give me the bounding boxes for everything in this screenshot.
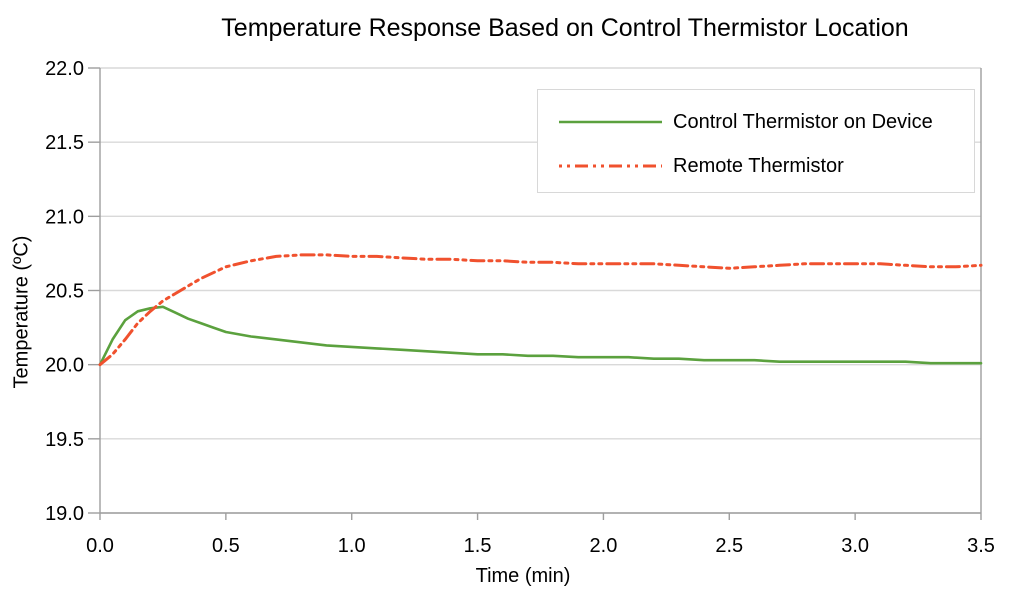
x-tick-label: 1.0	[338, 535, 366, 557]
x-axis-title: Time (min)	[475, 565, 571, 587]
legend-label-remote: Remote Thermistor	[673, 154, 844, 177]
chart-title: Temperature Response Based on Control Th…	[221, 14, 909, 42]
x-tick-label: 3.0	[841, 535, 869, 557]
x-tick-label: 0.5	[212, 535, 240, 557]
series-line-control	[98, 305, 983, 367]
y-tick-label: 21.5	[45, 132, 84, 154]
y-tick-label: 20.5	[45, 281, 84, 303]
legend-label-control: Control Thermistor on Device	[673, 110, 933, 133]
y-tick-label: 20.0	[45, 355, 84, 377]
y-tick-label: 19.0	[45, 503, 84, 525]
y-tick-label: 21.0	[45, 206, 84, 228]
x-tick-label: 0.0	[86, 535, 114, 557]
x-tick-label: 2.5	[715, 535, 743, 557]
y-tick-label: 19.5	[45, 429, 84, 451]
x-tick-label: 3.5	[967, 535, 995, 557]
remote-line-swatch-icon	[559, 164, 662, 168]
x-tick-label: 1.5	[464, 535, 492, 557]
x-tick-label: 2.0	[590, 535, 618, 557]
legend-item-remote: Remote Thermistor	[538, 144, 974, 188]
legend-item-control: Control Thermistor on Device	[538, 100, 974, 144]
series-line-remote	[98, 253, 983, 367]
y-tick-label: 22.0	[45, 58, 84, 80]
legend: Control Thermistor on Device Remote Ther…	[537, 89, 975, 193]
control-line-swatch-icon	[559, 120, 662, 124]
